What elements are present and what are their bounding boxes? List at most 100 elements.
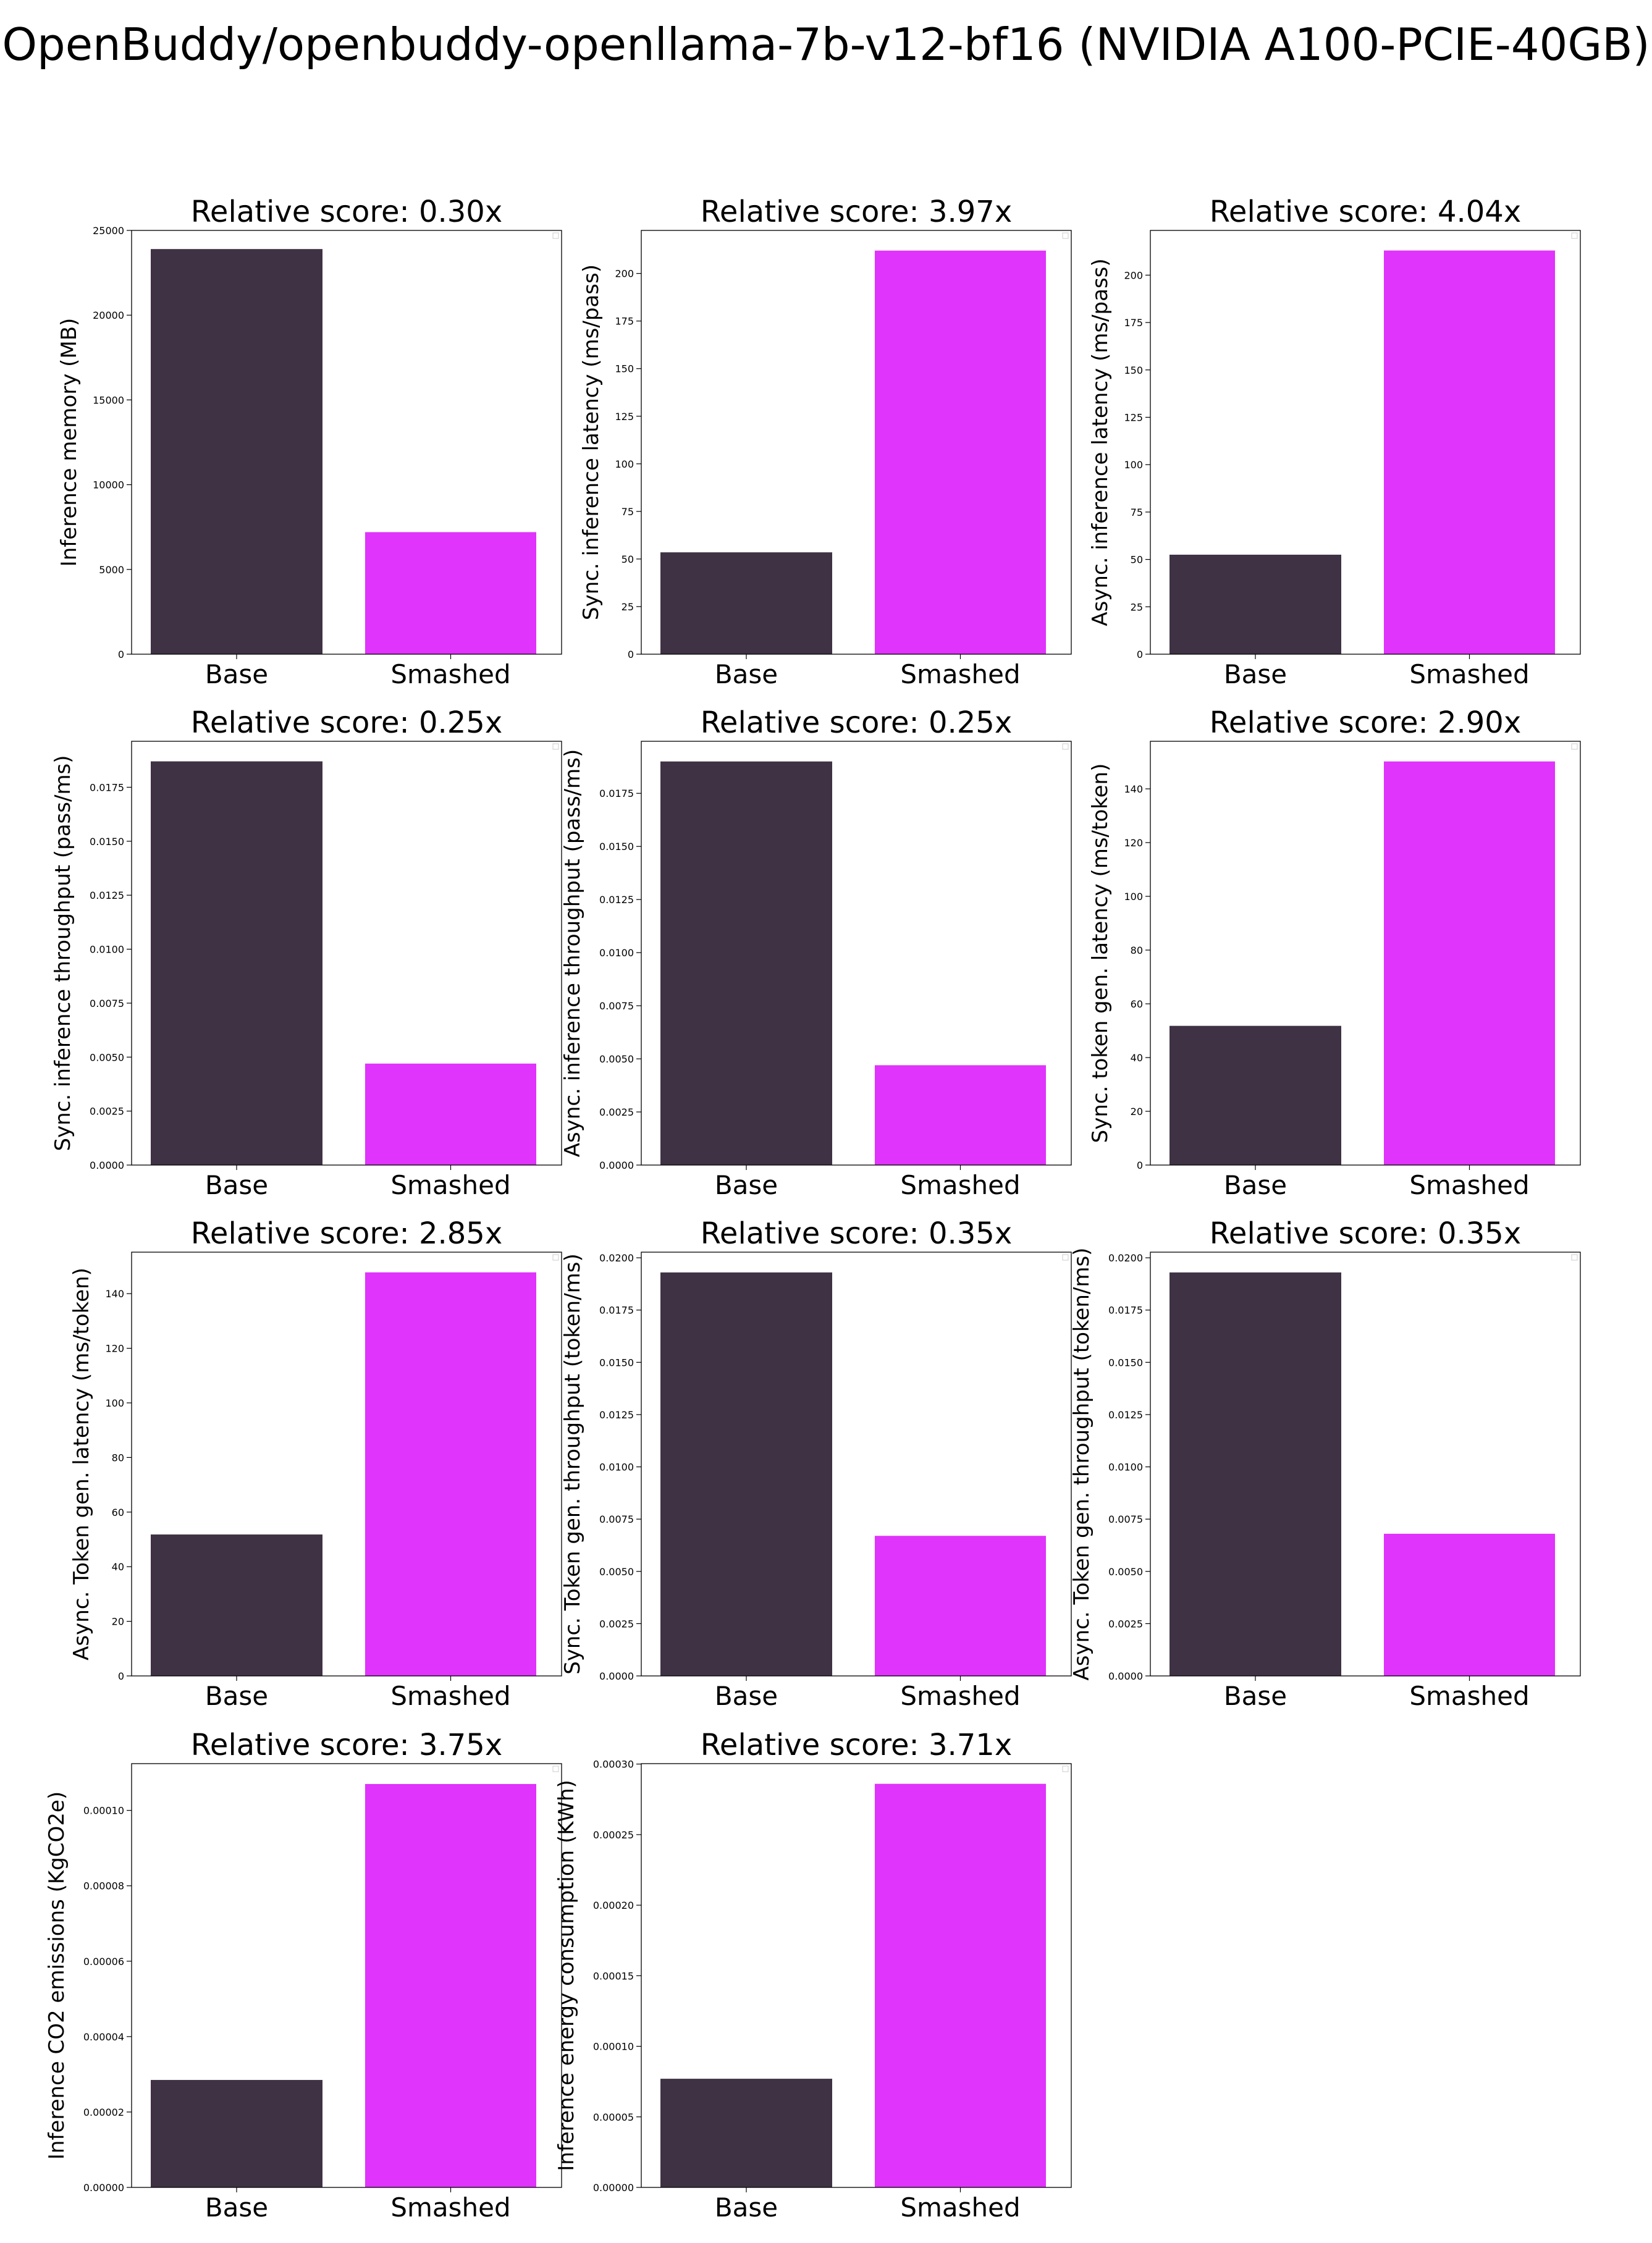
smashed-bar: [365, 532, 536, 654]
smashed-bar: [1384, 1533, 1555, 1676]
y-tick-label: 0.00000: [593, 2182, 634, 2194]
y-tick-label: 5000: [99, 564, 124, 576]
plot-frame: [131, 230, 562, 655]
y-tick-label: 75: [1131, 507, 1143, 518]
y-tick-label: 0.0125: [1108, 1409, 1143, 1421]
y-tick-label: 0.0150: [90, 836, 124, 848]
y-tick-label: 0.0025: [599, 1106, 634, 1118]
smashed-bar: [1384, 250, 1555, 654]
x-tick-label: Base: [715, 2192, 778, 2223]
y-tick-label: 50: [1131, 554, 1143, 566]
x-tick-label: Base: [715, 659, 778, 689]
smashed-bar: [875, 1065, 1046, 1165]
y-tick-label: 0.0025: [599, 1618, 634, 1630]
legend-box: [1062, 743, 1069, 750]
y-tick-label: 0.0100: [599, 1462, 634, 1473]
x-tick-label: Base: [715, 1170, 778, 1200]
legend-box: [1571, 1254, 1578, 1261]
base-bar: [660, 761, 832, 1165]
smashed-bar: [365, 1783, 536, 2187]
y-tick-label: 0.0000: [1108, 1670, 1143, 1682]
y-tick-label: 0: [118, 649, 124, 660]
y-tick-label: 0.0000: [90, 1159, 124, 1171]
legend-box: [552, 1254, 559, 1261]
y-tick-label: 0.0050: [1108, 1566, 1143, 1578]
subplot-2: Relative score: 3.97x 0 25 50 75 100 125 150 175…: [579, 195, 1072, 689]
subplot-1: Relative score: 0.30x 0 5000 10000 15000 2000…: [57, 195, 562, 689]
y-tick-label: 25: [622, 601, 634, 613]
subplot-11: Relative score: 3.71x 0.00000 0.00005 0.000…: [554, 1728, 1072, 2223]
subplot-title: Relative score: 0.25x: [191, 705, 503, 740]
x-tick-label: Smashed: [1409, 659, 1529, 689]
y-tick-label: 0.00015: [593, 1970, 634, 1982]
x-tick-label: Base: [205, 2192, 268, 2223]
y-tick-label: 175: [615, 316, 634, 327]
x-tick-label: Base: [715, 1681, 778, 1711]
x-tick-label: Smashed: [390, 1170, 510, 1200]
smashed-bar: [875, 1783, 1046, 2187]
y-tick-label: 0.0175: [1108, 1305, 1143, 1316]
y-axis-label: Inference memory (MB): [57, 318, 82, 567]
plot-frame: [1150, 1252, 1581, 1677]
y-tick-label: 0.0175: [599, 788, 634, 799]
smashed-bar: [875, 1536, 1046, 1676]
legend-box: [1062, 232, 1069, 239]
smashed-bar: [1384, 761, 1555, 1165]
y-tick-label: 0.0150: [1108, 1357, 1143, 1368]
y-tick-label: 175: [1124, 317, 1143, 329]
smashed-bar: [365, 1063, 536, 1165]
subplot-title: Relative score: 3.71x: [701, 1728, 1013, 1762]
x-tick-label: Smashed: [900, 1681, 1020, 1711]
y-tick-label: 0.0075: [599, 1000, 634, 1012]
y-tick-label: 0.0000: [599, 1159, 634, 1171]
y-tick-label: 100: [1124, 459, 1143, 471]
y-tick-label: 0.0075: [599, 1513, 634, 1525]
legend-box: [1062, 1765, 1069, 1772]
plot-frame: [1150, 741, 1581, 1166]
y-tick-label: 150: [615, 363, 634, 375]
y-tick-label: 100: [1124, 891, 1143, 903]
y-tick-label: 0.00004: [83, 2031, 124, 2043]
subplot-7: Relative score: 2.85x 0 20 40 60 80 100 120 140 B…: [69, 1216, 562, 1711]
y-tick-label: 0.0025: [1108, 1618, 1143, 1630]
subplot-9: Relative score: 0.35x 0.0000 0.0025 0.0050 0…: [1069, 1216, 1581, 1711]
x-tick-label: Base: [1224, 1170, 1287, 1200]
y-axis-label: Sync. token gen. latency (ms/token): [1088, 764, 1113, 1143]
smashed-bar: [365, 1272, 536, 1676]
y-tick-label: 200: [1124, 269, 1143, 281]
x-tick-label: Smashed: [900, 1170, 1020, 1200]
y-tick-label: 0.0075: [1108, 1513, 1143, 1525]
subplot-title: Relative score: 0.35x: [701, 1216, 1013, 1251]
y-tick-label: 120: [105, 1343, 124, 1355]
legend-box: [1571, 232, 1578, 239]
x-tick-label: Smashed: [390, 1681, 510, 1711]
y-axis-label: Inference CO2 emissions (KgCO2e): [44, 1791, 69, 2160]
x-tick-label: Base: [205, 659, 268, 689]
plot-frame: [641, 741, 1072, 1166]
y-axis-label: Async. inference latency (ms/pass): [1088, 258, 1113, 626]
subplot-8: Relative score: 0.35x 0.0000 0.0025 0.0050 0…: [560, 1216, 1072, 1711]
y-tick-label: 20000: [93, 309, 124, 321]
subplot-title: Relative score: 3.75x: [191, 1728, 503, 1762]
subplot-title: Relative score: 0.25x: [701, 705, 1013, 740]
base-bar: [1169, 1025, 1341, 1165]
subplot-title: Relative score: 4.04x: [1210, 195, 1522, 229]
y-tick-label: 50: [622, 553, 634, 565]
y-tick-label: 60: [112, 1507, 124, 1518]
subplot-5: Relative score: 0.25x 0.0000 0.0025 0.0050 0…: [560, 705, 1072, 1200]
y-tick-label: 0.0175: [599, 1305, 634, 1316]
y-tick-label: 0.0100: [1108, 1462, 1143, 1473]
x-tick-label: Base: [1224, 659, 1287, 689]
x-tick-label: Base: [205, 1170, 268, 1200]
y-tick-label: 15000: [93, 394, 124, 406]
y-tick-label: 0.0200: [1108, 1252, 1143, 1264]
base-bar: [660, 1272, 832, 1676]
subplot-6: Relative score: 2.90x 0 20 40 60 80 100 120 140 B…: [1088, 705, 1581, 1200]
subplot-title: Relative score: 2.85x: [191, 1216, 503, 1251]
subplot-4: Relative score: 0.25x 0.0000 0.0025 0.0050 0…: [51, 705, 562, 1200]
subplot-title: Relative score: 0.30x: [191, 195, 503, 229]
y-tick-label: 0.0000: [599, 1670, 634, 1682]
y-tick-label: 0.0050: [599, 1566, 634, 1578]
y-tick-label: 40: [112, 1561, 124, 1573]
y-tick-label: 80: [1131, 945, 1143, 956]
